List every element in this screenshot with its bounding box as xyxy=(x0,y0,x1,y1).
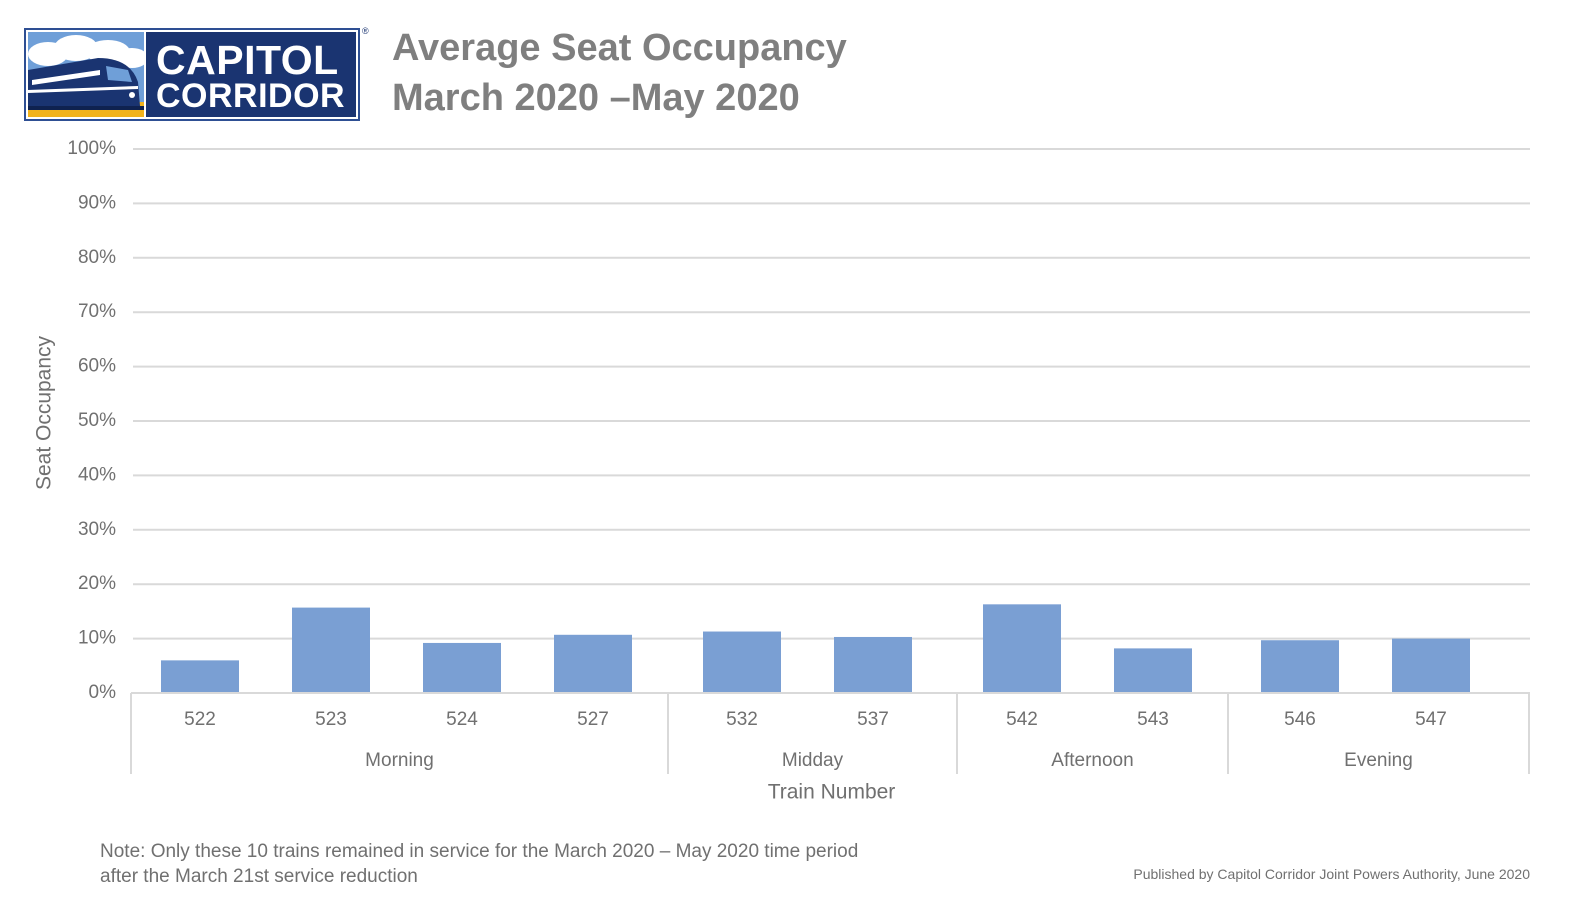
group-label-evening: Evening xyxy=(1344,750,1413,771)
group-label-midday: Midday xyxy=(782,750,844,771)
bar-train-523 xyxy=(292,607,370,693)
x-tick-label: 527 xyxy=(577,709,609,730)
y-tick-label: 30% xyxy=(78,519,116,540)
bar-train-522 xyxy=(161,660,239,693)
y-tick-label: 10% xyxy=(78,628,116,649)
train-icon xyxy=(28,32,144,117)
logo-wordmark: CAPITOL CORRIDOR xyxy=(146,32,356,117)
y-tick-label: 20% xyxy=(78,573,116,594)
x-tick-label: 537 xyxy=(857,709,889,730)
x-tick-label: 542 xyxy=(1006,709,1038,730)
x-axis-title: Train Number xyxy=(768,781,896,804)
bar-train-543 xyxy=(1114,648,1192,693)
y-tick-label: 40% xyxy=(78,464,116,485)
capitol-corridor-logo: CAPITOL CORRIDOR xyxy=(24,28,360,121)
bar-train-537 xyxy=(834,636,912,693)
y-tick-label: 70% xyxy=(78,301,116,322)
footnote-line-1: Note: Only these 10 trains remained in s… xyxy=(100,841,859,862)
group-label-afternoon: Afternoon xyxy=(1051,750,1133,771)
y-tick-label: 60% xyxy=(78,356,116,377)
x-tick-label: 547 xyxy=(1415,709,1447,730)
y-tick-label: 100% xyxy=(67,138,116,159)
x-tick-label: 546 xyxy=(1284,709,1316,730)
y-tick-label: 90% xyxy=(78,192,116,213)
publisher-credit: Published by Capitol Corridor Joint Powe… xyxy=(1133,866,1530,882)
group-label-morning: Morning xyxy=(365,750,434,771)
bar-train-532 xyxy=(703,631,781,693)
y-axis-title: Seat Occupancy xyxy=(33,335,56,490)
footnote-line-2: after the March 21st service reduction xyxy=(100,866,418,887)
registered-mark: ® xyxy=(362,26,369,36)
bar-train-542 xyxy=(983,604,1061,693)
chart-subtitle: March 2020 –May 2020 xyxy=(392,77,800,119)
bar-train-546 xyxy=(1261,640,1339,693)
chart-title: Average Seat Occupancy xyxy=(392,27,847,69)
logo-line-2: CORRIDOR xyxy=(156,77,346,115)
logo-line-1: CAPITOL xyxy=(156,37,339,83)
bar-train-524 xyxy=(423,642,501,693)
x-tick-label: 543 xyxy=(1137,709,1169,730)
bar-train-527 xyxy=(554,634,632,693)
y-tick-label: 80% xyxy=(78,247,116,268)
x-tick-label: 522 xyxy=(184,709,216,730)
x-tick-label: 532 xyxy=(726,709,758,730)
y-tick-label: 0% xyxy=(89,682,117,703)
y-tick-label: 50% xyxy=(78,410,116,431)
x-tick-label: 524 xyxy=(446,709,478,730)
x-tick-label: 523 xyxy=(315,709,347,730)
bar-train-547 xyxy=(1392,638,1470,693)
